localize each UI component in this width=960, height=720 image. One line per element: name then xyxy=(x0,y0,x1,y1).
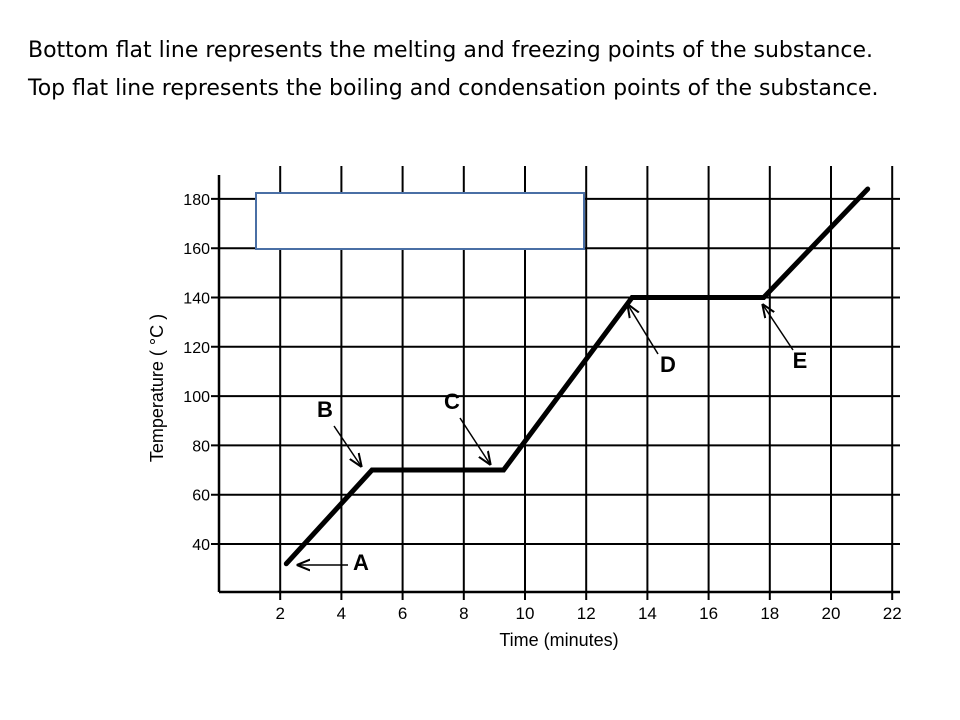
annotation-arrow-d xyxy=(628,305,659,355)
x-axis-label: Time (minutes) xyxy=(499,630,618,650)
x-tick-label: 4 xyxy=(337,604,346,623)
x-tick-label: 14 xyxy=(638,604,657,623)
y-tick-label: 100 xyxy=(183,389,210,406)
answer-cover-box xyxy=(255,192,585,250)
y-tick-label: 60 xyxy=(192,488,210,505)
annotation-arrow-e xyxy=(763,305,794,351)
x-tick-label: 18 xyxy=(760,604,779,623)
x-tick-label: 2 xyxy=(275,604,284,623)
x-tick-label: 12 xyxy=(577,604,596,623)
annotation-label-e: E xyxy=(793,348,808,373)
annotation-arrow-c xyxy=(459,417,490,464)
tick-labels: 2 4 6 8 10 12 14 16 18 20 22 40 60 80 100 120 140 160 180 xyxy=(183,192,901,623)
y-tick-label: 180 xyxy=(183,192,210,209)
y-tick-label: 40 xyxy=(192,537,210,554)
x-tick-label: 22 xyxy=(883,604,902,623)
caption-line-melting: Bottom flat line represents the melting … xyxy=(28,38,874,63)
x-tick-label: 6 xyxy=(398,604,407,623)
series xyxy=(283,186,871,567)
y-tick-label: 80 xyxy=(192,438,210,455)
heating-curve-line xyxy=(283,186,871,567)
annotation-label-d: D xyxy=(660,352,676,377)
caption-line-boiling: Top flat line represents the boiling and… xyxy=(28,76,879,101)
slide-caption: Bottom flat line represents the melting … xyxy=(28,32,928,108)
axes xyxy=(217,175,900,594)
annotation-label-c: C xyxy=(444,389,460,414)
x-tick-label: 20 xyxy=(822,604,841,623)
x-tick-label: 16 xyxy=(699,604,718,623)
y-tick-label: 120 xyxy=(183,340,210,357)
y-tick-label: 140 xyxy=(183,291,210,308)
annotation-label-a: A xyxy=(353,550,369,575)
x-tick-label: 8 xyxy=(459,604,468,623)
annotation-label-b: B xyxy=(317,397,333,422)
y-tick-label: 160 xyxy=(183,241,210,258)
annotation-arrow-b xyxy=(333,425,361,466)
annotations: A B C D E xyxy=(298,305,807,575)
x-tick-label: 10 xyxy=(516,604,535,623)
y-axis-label: Temperature ( °C ) xyxy=(147,314,167,462)
